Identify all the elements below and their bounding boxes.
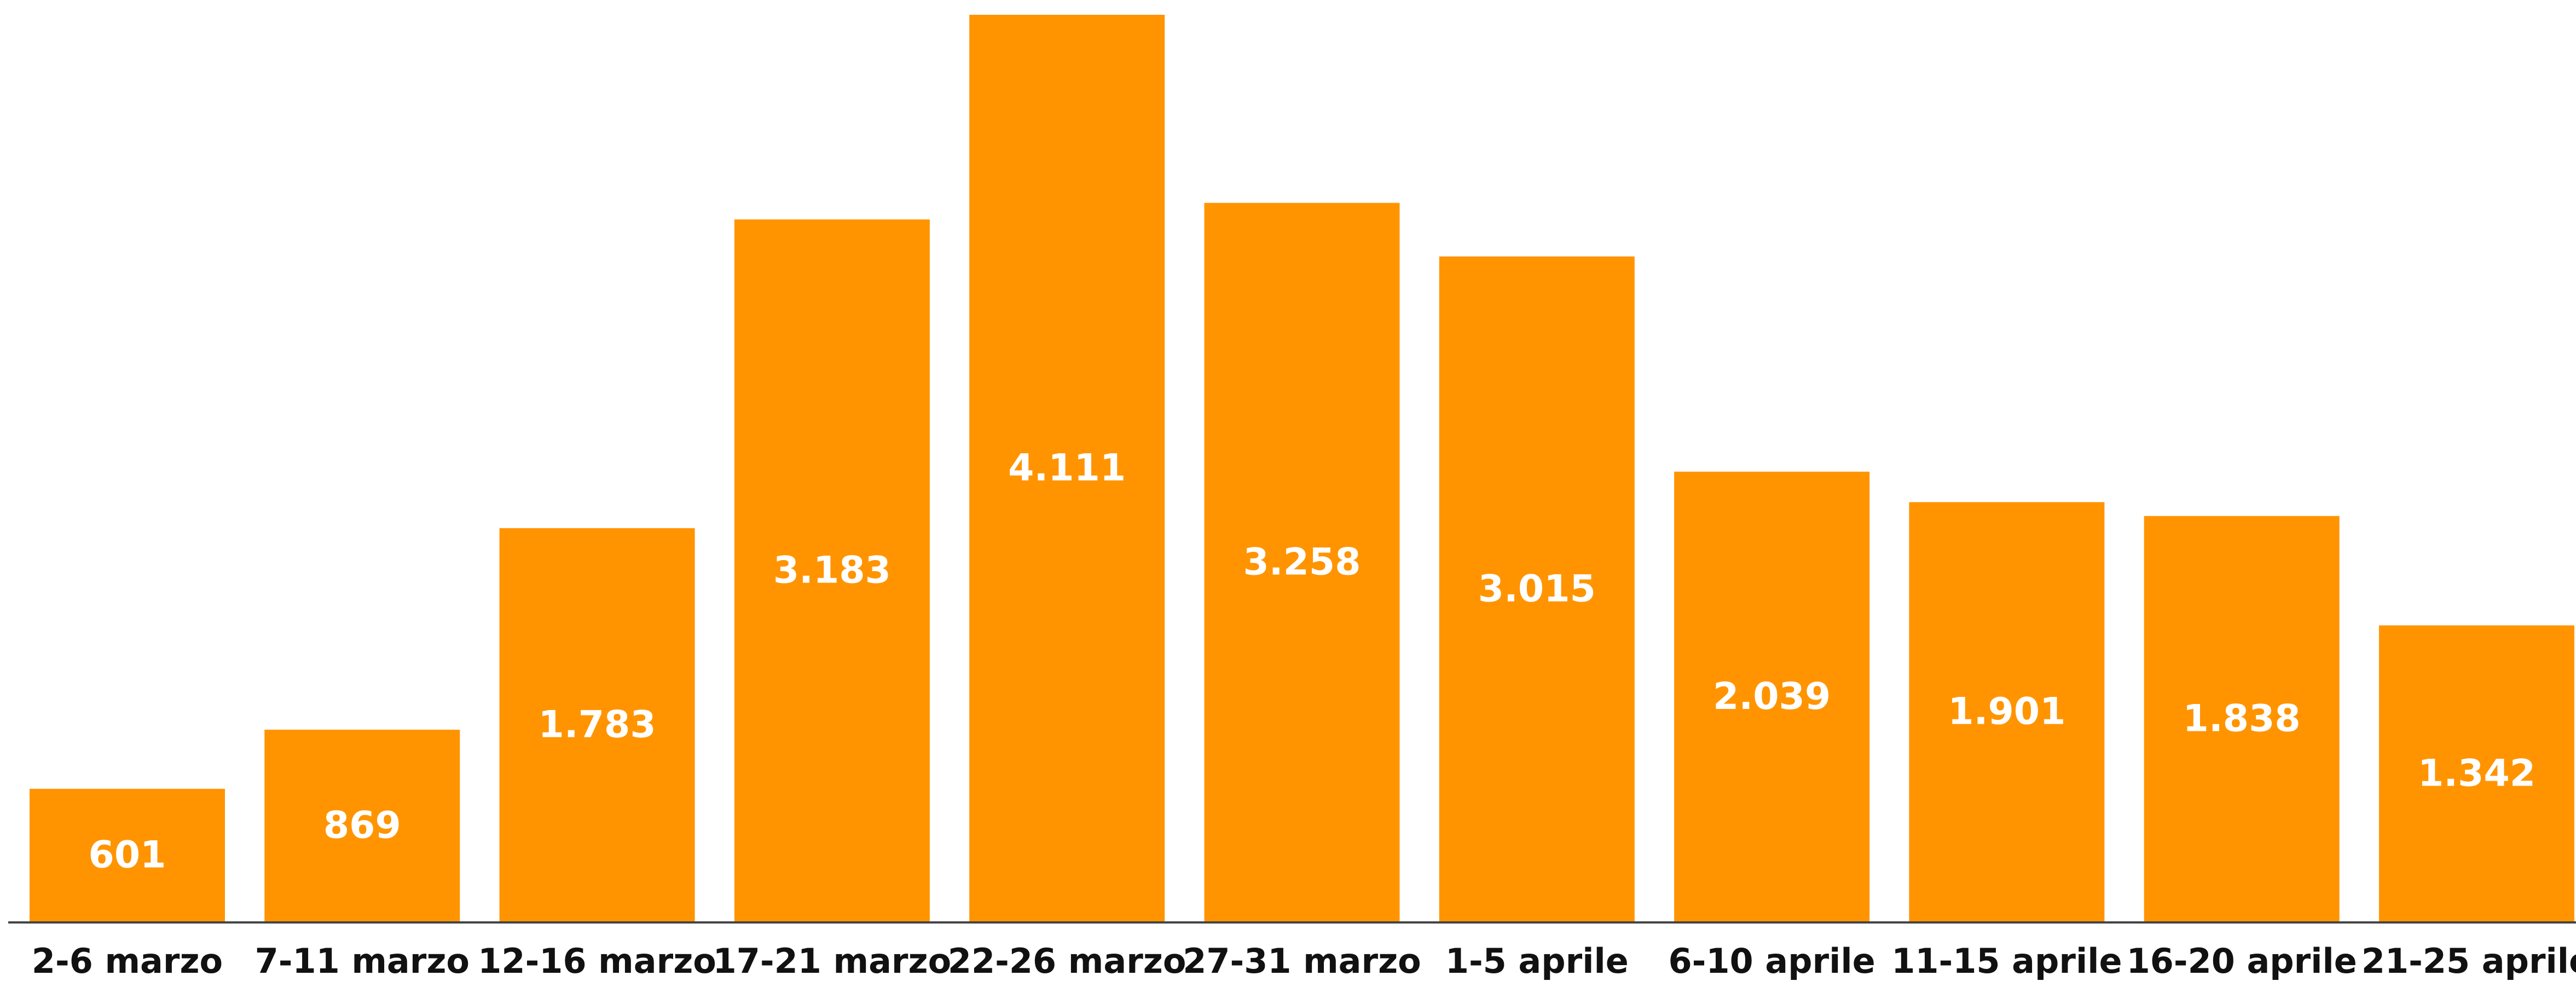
x-tick-label: 7-11 marzo	[255, 941, 470, 981]
x-tick-label: 17-21 marzo	[713, 941, 952, 981]
bar	[30, 788, 225, 921]
value-label: 1.783	[539, 703, 656, 746]
x-tick-label: 16-20 aprile	[2127, 941, 2357, 981]
bar	[969, 15, 1165, 921]
x-tick-label: 22-26 marzo	[948, 941, 1186, 981]
bar	[1439, 256, 1635, 922]
x-tick-label: 11-15 aprile	[1891, 941, 2122, 981]
x-tick-label: 2-6 marzo	[32, 941, 223, 981]
value-label: 3.258	[1243, 540, 1361, 584]
value-label: 3.183	[773, 549, 891, 592]
bar	[1909, 502, 2105, 921]
x-tick-label: 21-25 aprile	[2361, 941, 2576, 981]
bar	[2144, 516, 2340, 921]
bar	[264, 729, 460, 921]
x-tick-label: 12-16 marzo	[478, 941, 716, 981]
bar	[1674, 471, 1870, 921]
value-label: 1.838	[2183, 697, 2301, 740]
bar	[2379, 625, 2574, 921]
value-label: 3.015	[1478, 567, 1596, 610]
bar	[734, 219, 930, 921]
bar	[499, 528, 695, 921]
value-label: 601	[89, 833, 166, 876]
value-label: 1.901	[1948, 690, 2065, 734]
bar	[1204, 203, 1400, 921]
value-label: 4.111	[1008, 447, 1126, 490]
value-label: 1.342	[2418, 752, 2536, 795]
value-label: 2.039	[1713, 675, 1831, 718]
value-label: 869	[323, 804, 401, 847]
x-tick-label: 1-5 aprile	[1445, 941, 1629, 981]
x-tick-label: 6-10 aprile	[1669, 941, 1875, 981]
x-tick-label: 27-31 marzo	[1183, 941, 1421, 981]
